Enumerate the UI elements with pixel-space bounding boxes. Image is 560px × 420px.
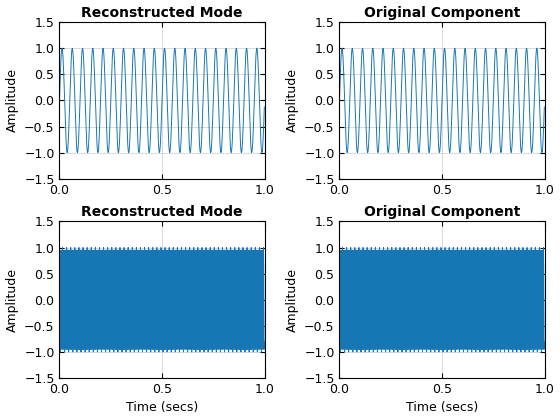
Y-axis label: Amplitude: Amplitude [286, 268, 298, 332]
Title: Reconstructed Mode: Reconstructed Mode [81, 205, 242, 219]
Title: Original Component: Original Component [364, 205, 520, 219]
Y-axis label: Amplitude: Amplitude [6, 268, 18, 332]
Y-axis label: Amplitude: Amplitude [286, 68, 298, 132]
X-axis label: Time (secs): Time (secs) [126, 402, 198, 415]
Y-axis label: Amplitude: Amplitude [6, 68, 18, 132]
X-axis label: Time (secs): Time (secs) [406, 402, 478, 415]
Title: Reconstructed Mode: Reconstructed Mode [81, 5, 242, 20]
Title: Original Component: Original Component [364, 5, 520, 20]
